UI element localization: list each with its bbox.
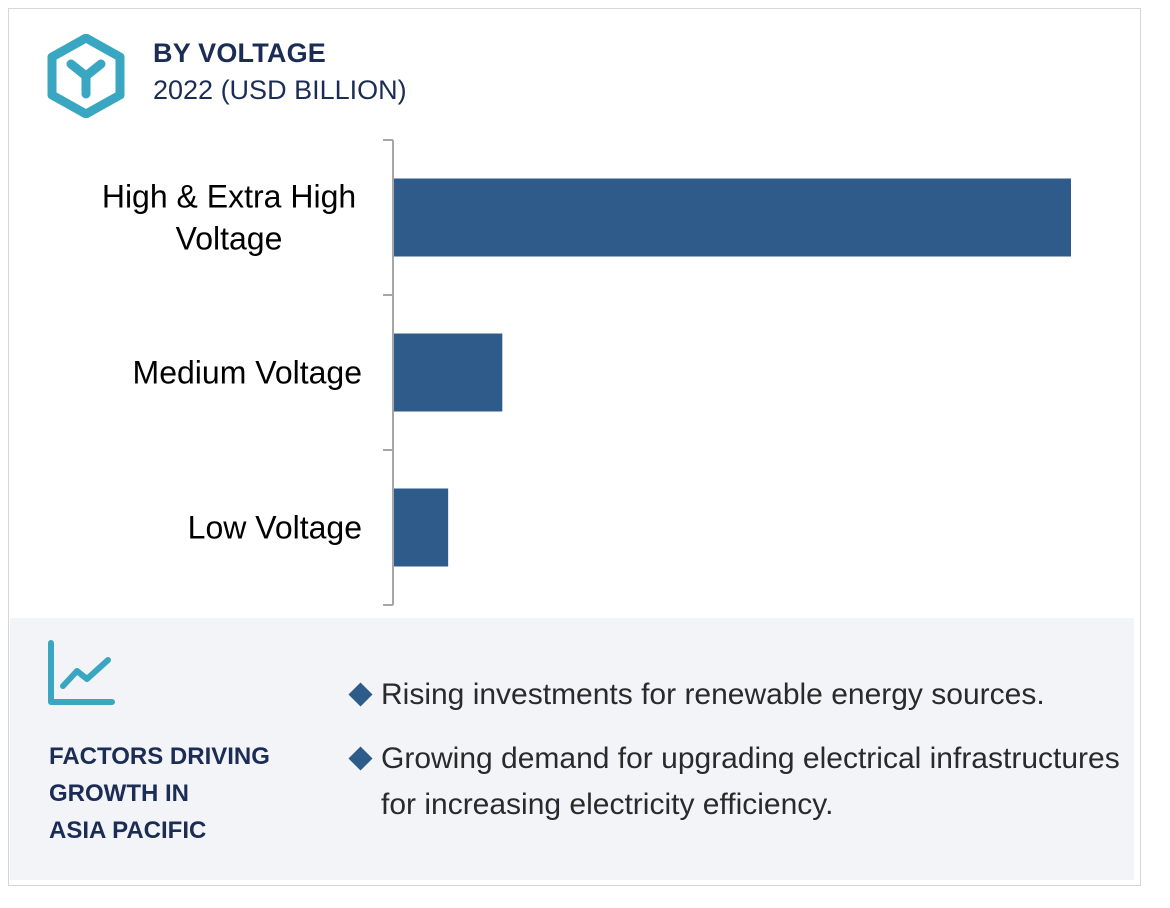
category-label-line: Voltage (176, 221, 283, 257)
factors-title: FACTORS DRIVING GROWTH IN ASIA PACIFIC (49, 738, 319, 849)
category-label-line: Low Voltage (188, 510, 362, 546)
category-label-line: Medium Voltage (133, 355, 362, 391)
category-label: High & Extra High Voltage (102, 179, 356, 257)
factors-title-line: GROWTH IN (49, 780, 189, 807)
category-label: Low Voltage (188, 510, 362, 546)
trend-chart-icon (48, 640, 115, 705)
bar (394, 333, 503, 412)
factors-title-line: FACTORS DRIVING (49, 743, 270, 770)
chart-title: BY VOLTAGE (153, 38, 327, 68)
bar-chart: High & Extra High Voltage Medium Voltage Lo… (102, 139, 1071, 606)
list-item: Rising investments for renewable energy … (346, 672, 1141, 718)
diamond-bullet-icon (348, 682, 373, 707)
y-hexagon-logo-icon (47, 34, 125, 118)
factors-title-line: ASIA PACIFIC (49, 817, 207, 844)
chart-subtitle: 2022 (USD BILLION) (153, 75, 407, 105)
bullet-text: Growing demand for upgrading electrical … (381, 742, 1120, 821)
category-label: Medium Voltage (133, 355, 362, 391)
bar (394, 178, 1071, 257)
category-label-line: High & Extra High (102, 179, 356, 215)
list-item: Growing demand for upgrading electrical … (346, 736, 1141, 828)
factors-panel (10, 618, 1134, 880)
bullet-text: Rising investments for renewable energy … (381, 678, 1045, 711)
factors-list: Rising investments for renewable energy … (346, 672, 1141, 846)
diamond-bullet-icon (348, 746, 373, 771)
bar (394, 488, 449, 567)
